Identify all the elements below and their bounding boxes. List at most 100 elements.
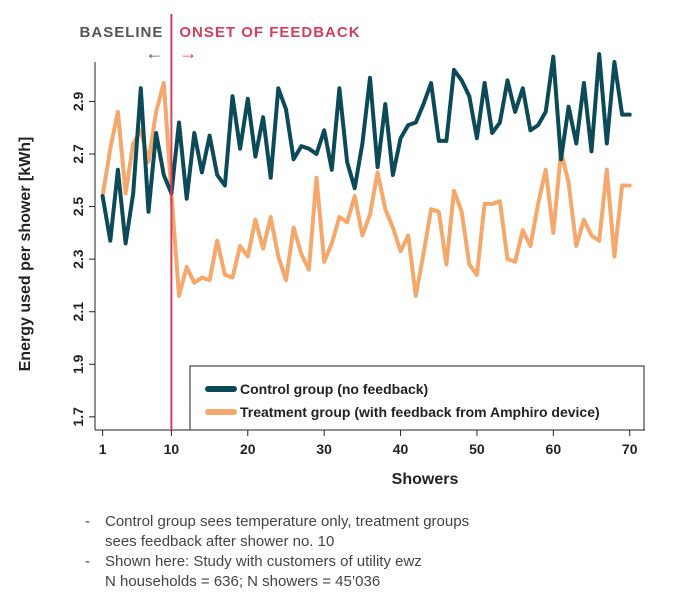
data-point-treatment [475, 273, 479, 277]
data-point-treatment [345, 220, 349, 224]
data-point-treatment [223, 273, 227, 277]
data-point-control [452, 68, 456, 72]
data-point-treatment [567, 181, 571, 185]
data-point-treatment [513, 260, 517, 264]
data-point-control [628, 113, 632, 117]
data-point-control [376, 165, 380, 169]
baseline-label: BASELINE [80, 24, 164, 41]
data-point-treatment [269, 215, 273, 219]
data-point-control [131, 191, 135, 195]
data-point-control [315, 152, 319, 156]
data-point-control [574, 141, 578, 145]
data-point-treatment [315, 176, 319, 180]
data-point-control [124, 241, 128, 245]
series-line-control [100, 52, 632, 246]
data-point-treatment [238, 244, 242, 248]
data-point-treatment [597, 239, 601, 243]
x-tick-label: 30 [316, 441, 332, 457]
note-line: sees feedback after shower no. 10 [105, 533, 335, 550]
y-tick-label: 2.9 [70, 91, 86, 111]
data-point-control [383, 102, 387, 106]
data-point-control [345, 160, 349, 164]
x-tick-label: 20 [240, 441, 256, 457]
data-point-control [612, 60, 616, 64]
data-point-control [506, 78, 509, 82]
data-point-control [421, 102, 425, 106]
data-point-treatment [376, 170, 380, 174]
data-point-treatment [414, 294, 418, 298]
data-point-control [605, 141, 609, 145]
data-point-control [582, 81, 586, 85]
data-point-control [200, 170, 204, 174]
data-point-control [368, 76, 372, 80]
chart: 1.7 1.9 2.1 2.3 2.5 2.7 2.9 1 10 20 30 40 50 60 70 BA… [17, 14, 645, 488]
data-point-control [177, 120, 181, 124]
data-point-treatment [391, 226, 395, 230]
data-point-treatment [231, 276, 234, 280]
data-point-control [253, 155, 257, 159]
data-point-control [429, 81, 433, 85]
data-point-treatment [490, 202, 494, 206]
data-point-treatment [146, 160, 150, 164]
data-point-control [292, 157, 296, 161]
data-point-control [208, 134, 212, 138]
data-point-control [162, 173, 166, 177]
data-point-control [261, 115, 265, 119]
note-bullet: - [85, 553, 90, 570]
data-point-control [597, 52, 601, 56]
data-point-control [299, 144, 303, 148]
data-point-control [467, 94, 471, 98]
data-point-treatment [192, 281, 196, 285]
y-tick-label: 2.5 [70, 197, 86, 217]
note-line: Shown here: Study with customers of util… [105, 553, 422, 570]
data-point-control [513, 110, 517, 114]
data-point-treatment [536, 202, 540, 206]
y-axis: 1.7 1.9 2.1 2.3 2.5 2.7 2.9 [70, 62, 96, 430]
data-point-treatment [506, 257, 509, 261]
onset-arrow: → [179, 43, 197, 63]
data-point-control [399, 136, 403, 140]
data-point-treatment [131, 141, 135, 145]
data-point-control [528, 128, 532, 132]
x-tick-label: 1 [99, 441, 107, 457]
data-point-control [521, 86, 525, 90]
data-point-treatment [177, 294, 181, 298]
data-point-treatment [299, 252, 303, 256]
y-tick-label: 1.9 [70, 354, 86, 374]
data-point-treatment [124, 191, 128, 195]
y-axis-label: Energy used per shower [kWh] [17, 137, 34, 372]
note-item: - Shown here: Study with customers of ut… [85, 552, 469, 592]
data-point-control [460, 78, 464, 82]
data-point-treatment [605, 168, 609, 172]
data-point-control [284, 107, 288, 111]
data-point-control [246, 97, 250, 101]
data-point-control [101, 194, 105, 198]
notes-list: - Control group sees temperature only, t… [85, 512, 469, 592]
data-point-treatment [528, 244, 532, 248]
data-point-control [360, 141, 364, 145]
data-point-treatment [582, 218, 586, 222]
data-point-treatment [307, 268, 311, 272]
y-tick-label: 1.7 [70, 407, 86, 427]
note-item: - Control group sees temperature only, t… [85, 512, 469, 552]
data-point-treatment [590, 233, 594, 237]
x-tick-label: 70 [622, 441, 638, 457]
annotations: BASELINE ← ONSET OF FEEDBACK → [80, 14, 360, 430]
data-point-treatment [360, 233, 364, 237]
baseline-arrow: ← [145, 43, 163, 63]
data-point-control [444, 139, 448, 143]
data-point-treatment [185, 265, 189, 269]
data-point-control [544, 110, 548, 114]
data-point-control [475, 136, 479, 140]
data-point-treatment [200, 276, 204, 280]
data-point-treatment [368, 212, 372, 216]
data-point-treatment [322, 260, 326, 264]
data-point-treatment [246, 255, 250, 259]
x-axis-label: Showers [392, 471, 459, 488]
data-point-treatment [574, 244, 578, 248]
x-tick-label: 40 [393, 441, 409, 457]
data-point-treatment [253, 218, 257, 222]
data-point-control [414, 120, 418, 124]
data-point-treatment [108, 147, 112, 151]
note-line: Control group sees temperature only, tre… [105, 513, 470, 530]
